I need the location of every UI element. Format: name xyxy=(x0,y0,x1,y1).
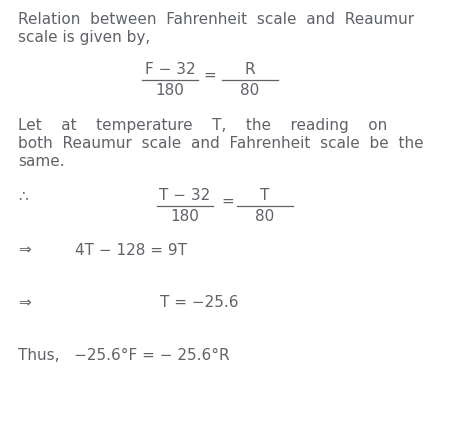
Text: Relation  between  Fahrenheit  scale  and  Reaumur: Relation between Fahrenheit scale and Re… xyxy=(18,12,414,27)
Text: T: T xyxy=(260,188,270,203)
Text: =: = xyxy=(222,194,234,209)
Text: T − 32: T − 32 xyxy=(159,188,210,203)
Text: both  Reaumur  scale  and  Fahrenheit  scale  be  the: both Reaumur scale and Fahrenheit scale … xyxy=(18,136,424,151)
Text: 180: 180 xyxy=(171,209,200,224)
Text: ∴: ∴ xyxy=(18,188,28,203)
Text: scale is given by,: scale is given by, xyxy=(18,30,150,45)
Text: ⇒: ⇒ xyxy=(18,295,31,310)
Text: 80: 80 xyxy=(255,209,274,224)
Text: 80: 80 xyxy=(240,83,260,98)
Text: =: = xyxy=(204,67,216,82)
Text: ⇒: ⇒ xyxy=(18,243,31,258)
Text: Let    at    temperature    T,    the    reading    on: Let at temperature T, the reading on xyxy=(18,118,387,133)
Text: R: R xyxy=(245,62,255,77)
Text: 4T − 128 = 9T: 4T − 128 = 9T xyxy=(75,243,187,258)
Text: 180: 180 xyxy=(155,83,184,98)
Text: F − 32: F − 32 xyxy=(145,62,195,77)
Text: same.: same. xyxy=(18,154,64,169)
Text: Thus,   −25.6°F = − 25.6°R: Thus, −25.6°F = − 25.6°R xyxy=(18,348,229,363)
Text: T = −25.6: T = −25.6 xyxy=(160,295,238,310)
